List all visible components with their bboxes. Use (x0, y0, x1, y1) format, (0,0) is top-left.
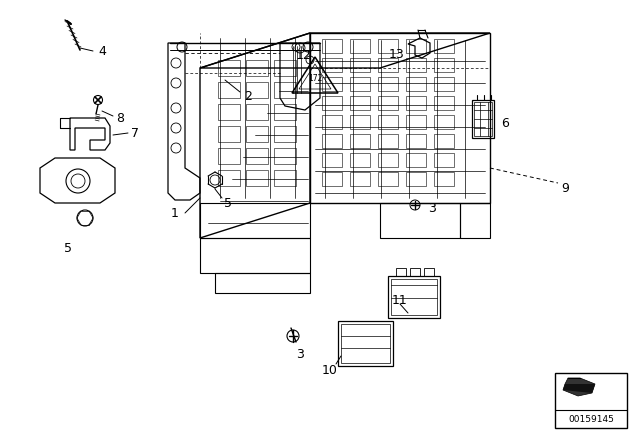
Bar (350, 153, 370, 167)
Bar (274, 104, 296, 120)
Bar (474, 102, 492, 136)
Text: 12: 12 (296, 48, 312, 61)
Bar (274, 148, 296, 164)
Bar (274, 82, 296, 98)
Bar (350, 77, 370, 91)
Bar (406, 153, 426, 167)
Bar (218, 104, 240, 120)
Text: 4: 4 (98, 44, 106, 57)
Bar (246, 126, 268, 142)
Bar (338, 321, 393, 366)
Text: 172: 172 (308, 73, 322, 82)
Bar (434, 134, 454, 148)
Polygon shape (563, 384, 595, 393)
Bar (218, 60, 240, 76)
Bar (218, 126, 240, 142)
Text: 3: 3 (428, 202, 436, 215)
Bar (322, 96, 342, 110)
Bar (350, 96, 370, 110)
Bar (246, 104, 268, 120)
Bar (218, 148, 240, 164)
Text: 3: 3 (296, 348, 304, 361)
Bar (218, 82, 240, 98)
Bar (406, 77, 426, 91)
Bar (378, 58, 398, 72)
Bar (406, 115, 426, 129)
Bar (322, 153, 342, 167)
Bar (378, 134, 398, 148)
Bar (322, 39, 342, 53)
Bar (274, 126, 296, 142)
Text: 6: 6 (501, 116, 509, 129)
Bar (322, 77, 342, 91)
Bar (350, 115, 370, 129)
Bar (378, 96, 398, 110)
Bar (434, 172, 454, 186)
Text: 8: 8 (116, 112, 124, 125)
Text: 10: 10 (322, 363, 338, 376)
Text: 5: 5 (64, 241, 72, 254)
Polygon shape (563, 378, 595, 396)
Bar (396, 268, 406, 276)
Bar (274, 60, 296, 76)
Bar (218, 170, 240, 186)
Bar (424, 268, 434, 276)
Bar (434, 96, 454, 110)
Bar (406, 96, 426, 110)
Bar (246, 170, 268, 186)
Bar (274, 170, 296, 186)
Bar (378, 77, 398, 91)
Text: 7: 7 (131, 126, 139, 139)
Bar (350, 39, 370, 53)
Bar (246, 60, 268, 76)
Bar (472, 100, 494, 138)
Text: 1: 1 (171, 207, 179, 220)
Text: 11: 11 (392, 293, 408, 306)
Text: 9: 9 (561, 181, 569, 194)
Bar (322, 58, 342, 72)
Bar (391, 279, 437, 315)
Bar (406, 58, 426, 72)
Bar (350, 58, 370, 72)
Bar (406, 134, 426, 148)
Bar (555, 373, 627, 428)
Bar (378, 172, 398, 186)
Bar (246, 82, 268, 98)
Bar (378, 115, 398, 129)
Bar (388, 276, 440, 318)
Bar (434, 153, 454, 167)
Text: 00159145: 00159145 (568, 414, 614, 423)
Bar (322, 172, 342, 186)
Text: 2: 2 (244, 90, 252, 103)
Bar (341, 324, 390, 363)
Bar (434, 115, 454, 129)
Bar (322, 134, 342, 148)
Bar (246, 148, 268, 164)
Bar (322, 115, 342, 129)
Text: 5: 5 (224, 197, 232, 210)
Bar (406, 39, 426, 53)
Bar (378, 39, 398, 53)
Bar (350, 172, 370, 186)
Bar (434, 58, 454, 72)
Bar (434, 77, 454, 91)
Bar (350, 134, 370, 148)
Bar (406, 172, 426, 186)
Bar (378, 153, 398, 167)
Text: 13: 13 (389, 47, 405, 60)
Bar (410, 268, 420, 276)
Bar (434, 39, 454, 53)
